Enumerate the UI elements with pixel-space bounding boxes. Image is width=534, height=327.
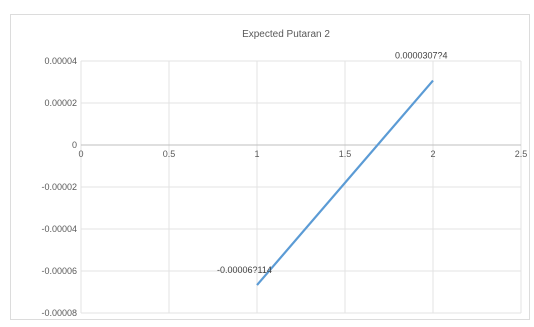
line-chart: Expected Putaran 2 0.00004 0.00002 0 -0.000… bbox=[41, 29, 527, 318]
x-tick-label: 2 bbox=[430, 149, 435, 159]
series-line bbox=[256, 79, 434, 286]
chart-area: Expected Putaran 2 0.00004 0.00002 0 -0.000… bbox=[10, 14, 530, 320]
x-tick-label: 2.5 bbox=[515, 149, 528, 159]
data-label: 0.0000307?4 bbox=[395, 51, 448, 61]
y-tick-label: 0.00002 bbox=[44, 98, 77, 108]
gridlines bbox=[80, 60, 522, 314]
x-tick-label: 0 bbox=[78, 149, 83, 159]
series bbox=[256, 79, 434, 286]
y-tick-label: -0.00002 bbox=[41, 182, 77, 192]
x-tick-label: 1 bbox=[254, 149, 259, 159]
data-label: -0.00006?114 bbox=[217, 265, 272, 275]
data-labels: -0.00006?114 0.0000307?4 bbox=[217, 51, 448, 276]
tick-labels: 0.00004 0.00002 0 -0.00002 -0.00004 -0.00006 -… bbox=[41, 56, 527, 318]
x-tick-label: 1.5 bbox=[339, 149, 352, 159]
y-tick-label: -0.00006 bbox=[41, 266, 77, 276]
y-tick-label: 0 bbox=[72, 140, 77, 150]
chart-title: Expected Putaran 2 bbox=[242, 29, 330, 40]
y-tick-label: -0.00004 bbox=[41, 224, 77, 234]
x-tick-label: 0.5 bbox=[163, 149, 176, 159]
y-tick-label: -0.00008 bbox=[41, 308, 77, 318]
y-tick-label: 0.00004 bbox=[44, 56, 77, 66]
